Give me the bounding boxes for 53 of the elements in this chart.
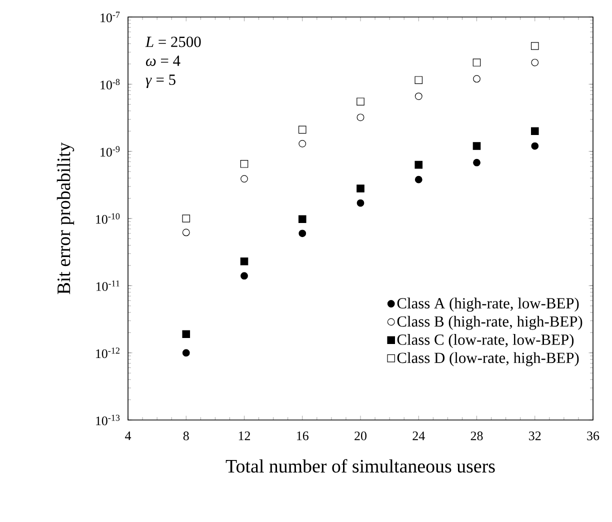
point	[530, 42, 539, 50]
x-tick-label: 24	[412, 432, 425, 440]
point	[298, 215, 306, 223]
point	[240, 160, 248, 168]
point	[182, 228, 190, 236]
point	[414, 76, 423, 84]
x-tick-label: 4	[125, 432, 132, 440]
point	[182, 330, 190, 338]
annotation: ω = 4	[146, 56, 180, 66]
y-tick-label: 10$^{-9}$	[100, 146, 120, 157]
x-tick-label: 32	[529, 432, 541, 440]
point	[182, 349, 190, 357]
x-tick-label: 28	[470, 432, 483, 440]
point	[414, 176, 422, 184]
annotation: γ = 5	[146, 74, 176, 88]
point	[356, 199, 364, 207]
y-tick-label: 10$^{-7}$	[100, 12, 120, 22]
x-tick-label: 20	[354, 432, 366, 440]
point	[298, 140, 306, 148]
point	[472, 58, 481, 66]
x-tick-label: 8	[183, 432, 189, 440]
point	[356, 98, 364, 106]
point	[182, 214, 190, 222]
point	[240, 272, 248, 280]
point	[531, 142, 539, 150]
point	[298, 126, 306, 134]
legend-label: Class D (low-rate, high-BEP)	[397, 352, 579, 366]
point	[240, 257, 248, 266]
point	[356, 184, 364, 192]
x-tick-label: 36	[587, 432, 600, 440]
x-axis-title: Total number of simultaneous users	[226, 459, 495, 473]
legend-label: Class A (high-rate, low-BEP)	[397, 298, 579, 312]
point	[472, 142, 481, 150]
y-tick-label: 10$^{-8}$	[100, 78, 120, 90]
y-tick-label: 10$^{-12}$	[96, 348, 120, 358]
x-tick-label: 12	[238, 432, 250, 440]
annotation: L = 2500	[145, 36, 201, 48]
point	[414, 92, 422, 100]
x-tick-label: 16	[297, 432, 308, 440]
point	[240, 175, 248, 183]
point	[298, 230, 306, 238]
point	[531, 58, 539, 66]
y-tick-label: 10$^{-11}$	[96, 280, 120, 291]
y-tick-label: 10$^{-13}$	[96, 414, 120, 426]
legend-label: Class C (low-rate, low-BEP)	[397, 334, 574, 348]
legend-label: Class B (high-rate, high-BEP)	[397, 316, 582, 330]
point	[473, 158, 480, 166]
point	[356, 114, 364, 122]
y-tick-label: 10$^{-10}$	[96, 213, 120, 224]
point	[414, 160, 423, 169]
point	[473, 75, 480, 83]
y-axis-title: Bit error probability	[56, 142, 74, 294]
point	[530, 127, 539, 136]
